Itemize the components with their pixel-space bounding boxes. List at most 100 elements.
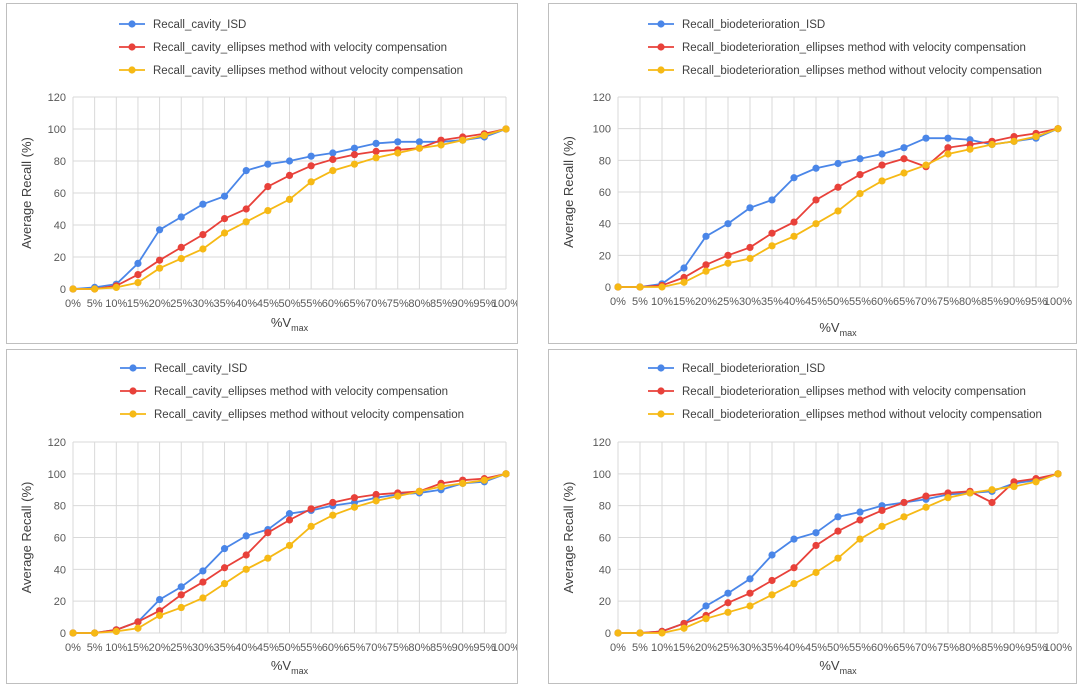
data-point bbox=[307, 505, 315, 513]
data-point bbox=[680, 278, 688, 286]
data-point bbox=[988, 486, 996, 494]
x-axis-title: %Vmax bbox=[271, 315, 309, 333]
legend-swatch-marker bbox=[657, 410, 665, 418]
data-point bbox=[790, 218, 798, 226]
data-point bbox=[242, 218, 250, 226]
legend-entry: Recall_biodeterioration_ellipses method … bbox=[648, 386, 1026, 398]
data-point bbox=[134, 618, 142, 626]
y-tick-label: 60 bbox=[54, 533, 66, 545]
y-tick-label: 80 bbox=[599, 501, 611, 513]
y-tick-label: 40 bbox=[54, 220, 66, 232]
x-tick-label: 15% bbox=[127, 642, 149, 654]
x-tick-label: 25% bbox=[717, 642, 739, 654]
x-tick-label: 70% bbox=[915, 296, 937, 308]
x-tick-label: 90% bbox=[452, 642, 474, 654]
data-point bbox=[134, 271, 142, 279]
data-point bbox=[812, 568, 820, 577]
data-point bbox=[285, 516, 294, 524]
x-tick-label: 55% bbox=[300, 298, 322, 310]
x-tick-label: 40% bbox=[235, 642, 257, 654]
data-point bbox=[878, 522, 886, 530]
data-point bbox=[878, 161, 886, 169]
data-point bbox=[856, 189, 864, 198]
data-point bbox=[350, 503, 359, 511]
legend-swatch-marker bbox=[657, 43, 665, 51]
x-tick-label: 80% bbox=[959, 296, 981, 308]
data-point bbox=[480, 476, 488, 484]
x-axis-title: %Vmax bbox=[819, 320, 857, 338]
x-tick-label: 0% bbox=[65, 298, 81, 310]
x-tick-label: 40% bbox=[783, 296, 805, 308]
x-tick-label: 55% bbox=[300, 642, 322, 654]
chart-svg: 0 20 40 60 80 100 120 0% 5% 10% 15% 20% 25% 30% 35% 40%… bbox=[561, 19, 1072, 338]
data-point bbox=[199, 567, 207, 575]
data-point bbox=[437, 141, 445, 149]
x-tick-label: 75% bbox=[387, 642, 409, 654]
y-axis-title: Average Recall (%) bbox=[19, 482, 34, 594]
data-point bbox=[878, 177, 886, 185]
legend-swatch-marker bbox=[657, 66, 665, 74]
data-point bbox=[156, 264, 164, 272]
data-point bbox=[372, 490, 380, 499]
data-point bbox=[480, 131, 488, 139]
x-tick-label: 65% bbox=[343, 298, 365, 310]
data-point bbox=[220, 215, 229, 223]
y-tick-label: 20 bbox=[54, 596, 66, 608]
data-point bbox=[614, 283, 622, 291]
data-point bbox=[156, 611, 164, 620]
data-point bbox=[658, 629, 666, 637]
data-point bbox=[900, 155, 908, 163]
x-tick-label: 90% bbox=[1003, 296, 1025, 308]
data-point bbox=[812, 164, 820, 172]
data-point bbox=[944, 494, 952, 502]
data-point bbox=[350, 151, 359, 159]
data-point bbox=[812, 220, 820, 228]
data-point bbox=[702, 615, 710, 623]
data-point bbox=[285, 171, 294, 179]
legend-label: Recall_biodeterioration_ISD bbox=[682, 19, 825, 31]
x-tick-label: 40% bbox=[783, 642, 805, 654]
x-tick-label: 80% bbox=[408, 642, 430, 654]
data-point bbox=[329, 167, 337, 175]
data-point bbox=[91, 629, 99, 637]
data-point bbox=[394, 492, 402, 500]
legend-label: Recall_biodeterioration_ellipses method … bbox=[682, 409, 1042, 421]
data-point bbox=[636, 283, 644, 291]
data-point bbox=[394, 149, 402, 157]
data-point bbox=[242, 532, 250, 540]
y-tick-label: 0 bbox=[60, 628, 66, 640]
data-point bbox=[790, 580, 798, 588]
y-tick-label: 40 bbox=[599, 564, 611, 576]
data-point bbox=[220, 564, 229, 572]
x-tick-label: 30% bbox=[192, 642, 214, 654]
data-point bbox=[834, 159, 842, 168]
data-point bbox=[156, 226, 164, 234]
data-point bbox=[242, 551, 250, 559]
y-tick-label: 0 bbox=[605, 282, 611, 294]
data-point bbox=[790, 232, 798, 240]
x-tick-label: 55% bbox=[849, 296, 871, 308]
y-tick-label: 120 bbox=[593, 437, 611, 449]
data-point bbox=[702, 261, 710, 269]
x-tick-label: 15% bbox=[673, 642, 695, 654]
data-point bbox=[502, 125, 510, 133]
data-point bbox=[134, 259, 142, 267]
legend-entry: Recall_cavity_ellipses method without ve… bbox=[120, 409, 464, 421]
x-tick-label: 65% bbox=[343, 642, 365, 654]
data-point bbox=[944, 134, 952, 142]
legend-label: Recall_cavity_ISD bbox=[154, 363, 247, 375]
data-point bbox=[900, 169, 908, 177]
data-point bbox=[636, 629, 644, 637]
data-point bbox=[415, 487, 423, 495]
data-point bbox=[134, 624, 142, 632]
data-point bbox=[834, 513, 842, 521]
x-tick-label: 20% bbox=[695, 642, 717, 654]
data-point bbox=[614, 629, 622, 637]
chart-svg: 0 20 40 60 80 100 120 0% 5% 10% 15% 20% 25% 30% 35% 40%… bbox=[19, 363, 517, 676]
x-tick-label: 35% bbox=[214, 642, 236, 654]
legend-entry: Recall_biodeterioration_ellipses method … bbox=[648, 42, 1026, 54]
data-point bbox=[988, 498, 996, 507]
x-tick-label: 65% bbox=[893, 296, 915, 308]
x-tick-label: 20% bbox=[695, 296, 717, 308]
data-point bbox=[307, 162, 315, 170]
